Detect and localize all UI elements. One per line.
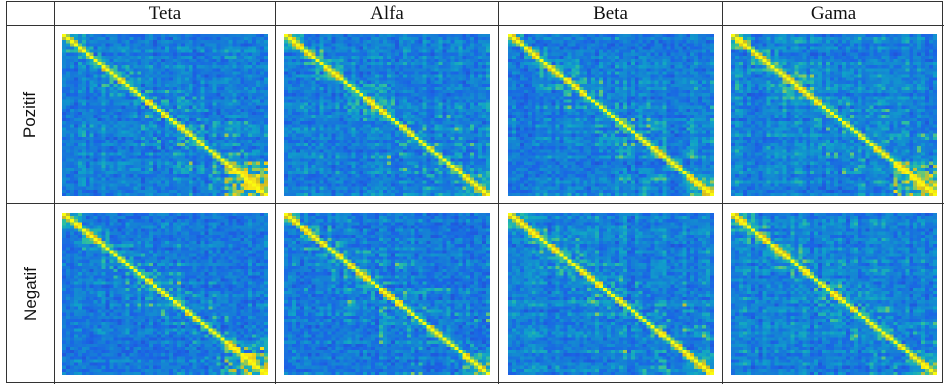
matrix-image-negatif-beta xyxy=(507,213,714,375)
matrix-cell-pozitif-alfa xyxy=(276,26,499,204)
matrix-cell-pozitif-teta xyxy=(55,26,276,204)
matrix-image-pozitif-gama xyxy=(730,33,937,196)
matrix-cell-pozitif-beta xyxy=(499,26,723,204)
column-header-gama: Gama xyxy=(723,2,944,26)
row-label-pozitif-text: Pozitif xyxy=(20,91,40,138)
matrix-image-negatif-teta xyxy=(62,213,268,375)
row-label-pozitif: Pozitif xyxy=(7,26,55,204)
row-label-negatif-text: Negatif xyxy=(20,267,40,321)
matrix-image-pozitif-beta xyxy=(507,33,714,196)
matrix-image-pozitif-alfa xyxy=(284,33,490,196)
column-header-alfa: Alfa xyxy=(276,2,499,26)
column-header-beta: Beta xyxy=(499,2,723,26)
row-label-negatif: Negatif xyxy=(7,204,55,384)
results-table: Teta Alfa Beta Gama Pozitif Negatif xyxy=(6,1,944,384)
matrix-cell-pozitif-gama xyxy=(723,26,944,204)
matrix-image-negatif-gama xyxy=(730,213,937,375)
matrix-cell-negatif-teta xyxy=(55,204,276,384)
matrix-image-negatif-alfa xyxy=(284,213,490,375)
matrix-cell-negatif-gama xyxy=(723,204,944,384)
column-header-teta: Teta xyxy=(55,2,276,26)
matrix-cell-negatif-alfa xyxy=(276,204,499,384)
corner-cell xyxy=(7,2,55,26)
matrix-cell-negatif-beta xyxy=(499,204,723,384)
matrix-image-pozitif-teta xyxy=(62,33,268,196)
